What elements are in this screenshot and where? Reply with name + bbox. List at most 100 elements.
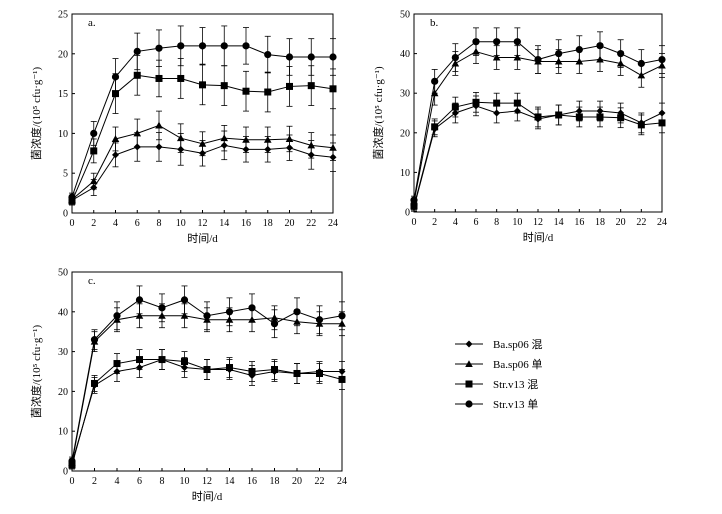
circle-point bbox=[198, 42, 207, 50]
x-tick-label: 22 bbox=[306, 218, 316, 229]
x-tick-label: 6 bbox=[135, 218, 140, 229]
square-point bbox=[307, 82, 315, 90]
x-tick-label: 20 bbox=[292, 476, 302, 487]
triangle-point bbox=[263, 135, 272, 143]
y-tick-label: 20 bbox=[400, 128, 410, 139]
square-point bbox=[177, 74, 185, 82]
x-tick-label: 4 bbox=[453, 217, 458, 228]
x-tick-label: 6 bbox=[474, 217, 479, 228]
x-tick-label: 8 bbox=[494, 217, 499, 228]
x-tick-label: 10 bbox=[512, 217, 522, 228]
square-point bbox=[637, 121, 645, 129]
y-axis-label: 菌浓度/(10⁵ cfu·g⁻¹) bbox=[371, 66, 385, 160]
y-tick-label: 50 bbox=[400, 10, 410, 21]
square-point bbox=[199, 81, 206, 89]
circle-point bbox=[225, 308, 234, 316]
x-tick-label: 4 bbox=[115, 476, 120, 487]
triangle-point bbox=[135, 311, 144, 319]
y-tick-label: 40 bbox=[58, 307, 68, 318]
circle-point bbox=[248, 304, 256, 312]
square-point bbox=[329, 85, 337, 93]
circle-point bbox=[111, 73, 120, 81]
square-point bbox=[575, 113, 583, 121]
data-series bbox=[68, 285, 346, 466]
chart-panel: b.0 2 4 6 8 10 12 14 16 18 20 22 2401020304050时间/d菌浓… bbox=[371, 10, 667, 245]
circle-point bbox=[242, 42, 250, 50]
legend: Ba.sp06 混 Ba.sp06 单 Str.v13 混 Str.v13 单 bbox=[455, 338, 543, 411]
x-tick-label: 18 bbox=[270, 476, 280, 487]
x-tick-label: 24 bbox=[328, 218, 338, 229]
x-tick-label: 18 bbox=[263, 218, 273, 229]
square-point bbox=[338, 375, 346, 383]
square-point bbox=[220, 82, 228, 90]
square-point bbox=[113, 360, 121, 368]
circle-point bbox=[338, 312, 346, 320]
triangle-point bbox=[513, 53, 522, 61]
data-series bbox=[410, 92, 666, 211]
circle-point bbox=[596, 42, 604, 50]
square-point bbox=[316, 369, 323, 377]
triangle-point bbox=[220, 134, 229, 142]
x-axis-label: 时间/d bbox=[523, 231, 554, 244]
square-point bbox=[513, 99, 521, 107]
x-tick-label: 20 bbox=[616, 217, 626, 228]
x-tick-label: 2 bbox=[91, 218, 96, 229]
chart-panel: a.0 2 4 6 8 10 12 14 16 18 20 22 240510152025时间/d菌浓度… bbox=[29, 10, 338, 246]
diamond-point bbox=[112, 151, 119, 159]
x-tick-label: 18 bbox=[595, 217, 605, 228]
circle-point bbox=[575, 46, 583, 54]
y-tick-label: 20 bbox=[58, 387, 68, 398]
square-point bbox=[226, 364, 233, 372]
y-tick-label: 0 bbox=[405, 208, 410, 219]
circle-point bbox=[315, 316, 324, 324]
square-point bbox=[410, 202, 418, 210]
x-tick-label: 2 bbox=[92, 476, 97, 487]
y-tick-label: 30 bbox=[400, 89, 410, 100]
circle-point bbox=[264, 50, 272, 59]
circle-point bbox=[410, 196, 418, 204]
triangle-point bbox=[307, 141, 316, 149]
circle-point bbox=[285, 53, 294, 61]
y-tick-label: 20 bbox=[58, 49, 68, 60]
triangle-point bbox=[242, 135, 250, 143]
y-tick-label: 15 bbox=[58, 89, 68, 100]
square-point bbox=[286, 82, 293, 90]
x-tick-label: 16 bbox=[574, 217, 584, 228]
square-point bbox=[293, 369, 301, 377]
y-tick-label: 30 bbox=[58, 347, 68, 358]
x-tick-label: 6 bbox=[137, 476, 142, 487]
y-tick-label: 40 bbox=[400, 49, 410, 60]
x-tick-label: 10 bbox=[180, 476, 190, 487]
y-tick-label: 10 bbox=[400, 168, 410, 179]
panel-label: b. bbox=[430, 17, 439, 29]
x-axis-label: 时间/d bbox=[187, 232, 218, 245]
data-series bbox=[68, 25, 337, 202]
square-point bbox=[136, 356, 143, 364]
y-tick-label: 5 bbox=[63, 169, 68, 180]
circle-point bbox=[113, 312, 121, 320]
square-point bbox=[203, 366, 211, 374]
square-point bbox=[472, 98, 480, 106]
x-tick-label: 14 bbox=[219, 218, 229, 229]
square-point bbox=[91, 379, 98, 387]
circle-point bbox=[472, 38, 480, 46]
legend-label: Str.v13 单 bbox=[493, 398, 538, 411]
circle-point bbox=[158, 304, 166, 312]
data-series bbox=[68, 349, 346, 470]
triangle-point bbox=[329, 143, 337, 151]
x-axis-label: 时间/d bbox=[192, 490, 223, 503]
circle-point bbox=[133, 47, 141, 56]
square-point bbox=[596, 113, 604, 121]
panel-label: c. bbox=[88, 275, 96, 287]
x-tick-label: 2 bbox=[432, 217, 437, 228]
circle-point bbox=[451, 53, 459, 62]
circle-point bbox=[555, 50, 563, 58]
triangle-point bbox=[492, 53, 501, 61]
square-point bbox=[90, 147, 98, 155]
x-tick-label: 14 bbox=[554, 217, 564, 228]
x-tick-label: 14 bbox=[225, 476, 235, 487]
square-point bbox=[242, 87, 250, 95]
square-point bbox=[271, 366, 278, 374]
diamond-point bbox=[155, 143, 163, 151]
